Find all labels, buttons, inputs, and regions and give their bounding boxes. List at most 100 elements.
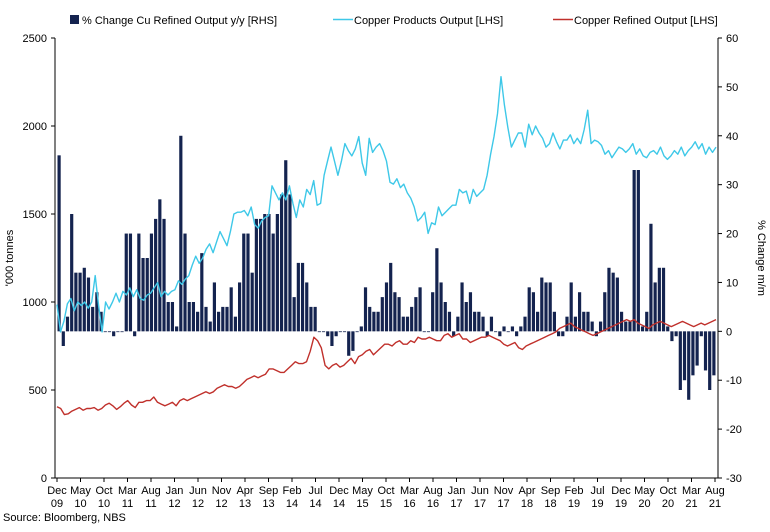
x-axis-tick-year: 17 bbox=[474, 498, 486, 510]
bar-pct-change bbox=[175, 326, 179, 332]
x-axis-tick-month: Sep bbox=[541, 485, 561, 497]
bar-pct-change bbox=[233, 316, 237, 332]
bar-pct-change bbox=[271, 233, 275, 332]
bar-pct-change bbox=[691, 331, 695, 376]
right-axis-tick-label: -20 bbox=[726, 424, 742, 436]
bar-pct-change bbox=[418, 287, 422, 332]
line-series bbox=[56, 75, 717, 416]
bar-pct-change bbox=[200, 253, 204, 332]
x-axis-tick-year: 12 bbox=[192, 498, 204, 510]
bar-pct-change bbox=[334, 331, 338, 337]
bar-pct-change bbox=[569, 282, 573, 332]
bar-pct-change bbox=[481, 316, 485, 332]
x-axis-tick-month: Oct bbox=[659, 485, 676, 497]
x-axis-tick-year: 19 bbox=[591, 498, 603, 510]
x-axis-tick-month: May bbox=[634, 485, 655, 497]
bar-pct-change bbox=[128, 233, 133, 332]
bar-pct-change bbox=[61, 331, 65, 346]
bar-pct-change bbox=[653, 282, 657, 332]
bar-pct-change bbox=[309, 306, 313, 332]
bar-series bbox=[57, 135, 716, 400]
x-axis-tick-year: 12 bbox=[215, 498, 227, 510]
bar-pct-change bbox=[242, 233, 246, 332]
bar-pct-change bbox=[229, 287, 233, 332]
x-axis-tick-year: 12 bbox=[168, 498, 180, 510]
left-axis-tick-label: 500 bbox=[29, 385, 47, 397]
x-axis-tick-month: Jul bbox=[590, 485, 604, 497]
x-axis-tick-year: 11 bbox=[122, 498, 133, 510]
bar-pct-change bbox=[502, 326, 506, 332]
x-axis-tick-month: Dec bbox=[611, 485, 631, 497]
right-axis-tick-label: 40 bbox=[726, 131, 738, 143]
bar-pct-change bbox=[531, 292, 536, 332]
bar-pct-change bbox=[95, 292, 99, 332]
bar-pct-change bbox=[515, 331, 519, 337]
bar-pct-change bbox=[74, 272, 78, 332]
x-axis-tick-month: Feb bbox=[565, 485, 584, 497]
bar-pct-change bbox=[208, 321, 212, 332]
bar-pct-change bbox=[300, 262, 305, 332]
bar-pct-change bbox=[317, 331, 321, 333]
bar-pct-change bbox=[527, 287, 531, 332]
x-axis-tick-year: 15 bbox=[380, 498, 392, 510]
left-axis-tick-label: 0 bbox=[41, 473, 47, 485]
x-axis-tick-year: 20 bbox=[662, 498, 674, 510]
bar-pct-change bbox=[183, 233, 187, 332]
bar-pct-change bbox=[426, 331, 431, 333]
legend-swatch-bar bbox=[70, 15, 79, 24]
x-axis-tick-month: Nov bbox=[494, 485, 514, 497]
x-axis-tick-month: Apr bbox=[236, 485, 253, 497]
bar-pct-change bbox=[112, 331, 116, 337]
bar-pct-change bbox=[565, 316, 569, 332]
x-axis-tick-month: Jan bbox=[448, 485, 466, 497]
x-axis-tick-year: 18 bbox=[521, 498, 533, 510]
x-axis-tick-year: 21 bbox=[709, 498, 721, 510]
bar-pct-change bbox=[363, 287, 368, 332]
bar-pct-change bbox=[246, 233, 250, 332]
bar-pct-change bbox=[254, 218, 258, 332]
x-axis-tick-month: Dec bbox=[329, 485, 349, 497]
bar-pct-change bbox=[397, 297, 401, 332]
bar-pct-change bbox=[410, 306, 414, 332]
legend-label: Copper Products Output [LHS] bbox=[354, 15, 503, 27]
bar-pct-change bbox=[401, 316, 405, 332]
bar-pct-change bbox=[422, 331, 426, 333]
bar-pct-change bbox=[586, 311, 590, 332]
bar-pct-change bbox=[678, 331, 682, 390]
source-note: Source: Bloomberg, NBS bbox=[3, 512, 126, 524]
bar-pct-change bbox=[603, 292, 607, 332]
x-axis-tick-year: 13 bbox=[239, 498, 251, 510]
bar-pct-change bbox=[376, 311, 380, 332]
bar-pct-change bbox=[326, 331, 330, 337]
bar-pct-change bbox=[166, 302, 170, 332]
x-axis-tick-month: Jul bbox=[308, 485, 322, 497]
right-axis-tick-label: 20 bbox=[726, 229, 738, 241]
bar-pct-change bbox=[347, 331, 351, 356]
bar-pct-change bbox=[355, 331, 359, 333]
bar-pct-change bbox=[510, 326, 515, 332]
left-axis-tick-label: 2500 bbox=[23, 33, 47, 45]
bar-pct-change bbox=[120, 331, 124, 333]
bar-pct-change bbox=[288, 194, 292, 332]
bar-pct-change bbox=[305, 282, 309, 332]
bar-pct-change bbox=[703, 331, 708, 371]
bar-pct-change bbox=[116, 331, 120, 333]
bar-pct-change bbox=[489, 316, 494, 332]
bar-pct-change bbox=[431, 292, 435, 332]
x-axis-tick-month: Jan bbox=[166, 485, 184, 497]
bar-pct-change bbox=[170, 302, 175, 332]
bar-pct-change bbox=[196, 311, 200, 332]
bar-pct-change bbox=[133, 331, 137, 337]
right-axis-tick-label: 50 bbox=[726, 82, 738, 94]
right-axis-tick-label: 0 bbox=[726, 326, 732, 338]
bar-pct-change bbox=[506, 331, 510, 333]
bar-pct-change bbox=[263, 214, 267, 332]
x-axis-tick-month: Aug bbox=[141, 485, 161, 497]
x-axis-tick-year: 14 bbox=[309, 498, 321, 510]
bar-pct-change bbox=[485, 331, 489, 337]
bar-pct-change bbox=[372, 311, 376, 332]
x-axis-tick-month: Mar bbox=[400, 485, 419, 497]
bar-pct-change bbox=[70, 214, 74, 332]
x-axis-tick-year: 15 bbox=[356, 498, 368, 510]
